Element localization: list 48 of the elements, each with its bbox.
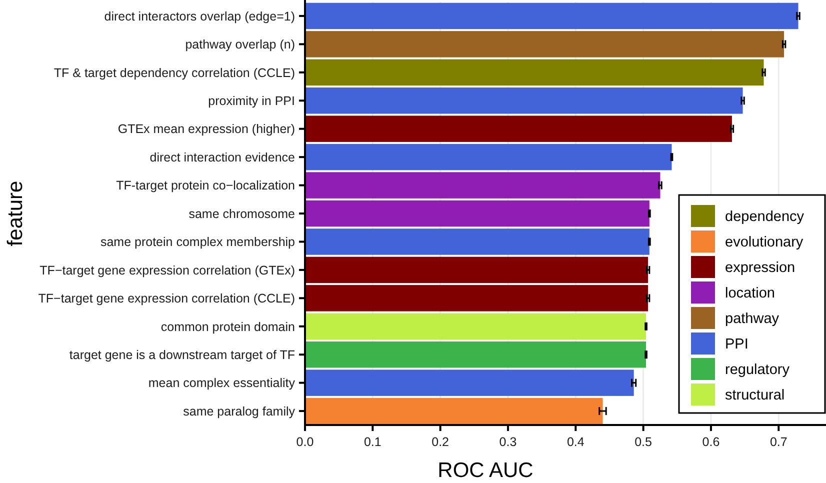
legend-label: expression [725,260,796,276]
y-tick-label: GTEx mean expression (higher) [118,122,295,136]
bar [305,2,798,30]
y-tick-label: same paralog family [183,404,296,418]
bar [305,144,672,170]
x-tick-label: 0.1 [364,435,382,449]
x-tick-label: 0.0 [296,435,314,449]
legend-label: evolutionary [725,234,804,251]
bar [305,285,648,312]
bar [305,31,784,58]
bar [305,370,634,396]
y-tick-label: same chromosome [188,206,296,221]
legend-label: pathway [725,311,780,328]
x-tick-label: 0.3 [499,435,517,449]
bar [305,172,660,198]
y-axis-title: feature [4,180,27,246]
y-tick-label: pathway overlap (n) [185,38,295,52]
legend-label: PPI [725,336,748,353]
x-tick-label: 0.7 [770,435,788,449]
x-tick-label: 0.2 [432,435,450,449]
legend-label: structural [725,388,785,404]
y-tick-label: TF-target protein co−localization [116,178,296,193]
y-tick-label: mean complex essentiality [148,376,296,390]
y-tick-label: same protein complex membership [100,235,296,250]
x-axis-title: ROC AUC [438,459,534,482]
y-tick-label: TF−target gene expression correlation (GTEx) [40,263,295,278]
bar [305,88,743,114]
bar [305,398,603,424]
y-tick-label: direct interactors overlap (edge=1) [104,9,295,24]
legend-label: location [725,286,775,302]
y-tick-label: TF & target dependency correlation (CCLE) [54,66,295,80]
x-tick-label: 0.4 [566,435,584,449]
bar [305,256,648,284]
y-tick-label: target gene is a downstream target of TF [69,348,296,362]
bar [305,59,764,86]
y-tick-label: TF−target gene expression correlation (CCLE) [38,292,295,306]
bar [305,200,650,227]
x-tick-label: 0.6 [702,435,720,449]
y-tick-label: common protein domain [160,320,296,334]
bar [305,116,732,142]
y-tick-label: direct interaction evidence [150,150,296,164]
legend-label: dependency [725,209,805,226]
legend-label: regulatory [725,362,790,378]
x-tick-label: 0.5 [634,435,652,449]
bar [305,313,646,340]
y-tick-label: proximity in PPI [208,94,295,108]
bar [305,228,650,255]
bar [305,341,646,368]
